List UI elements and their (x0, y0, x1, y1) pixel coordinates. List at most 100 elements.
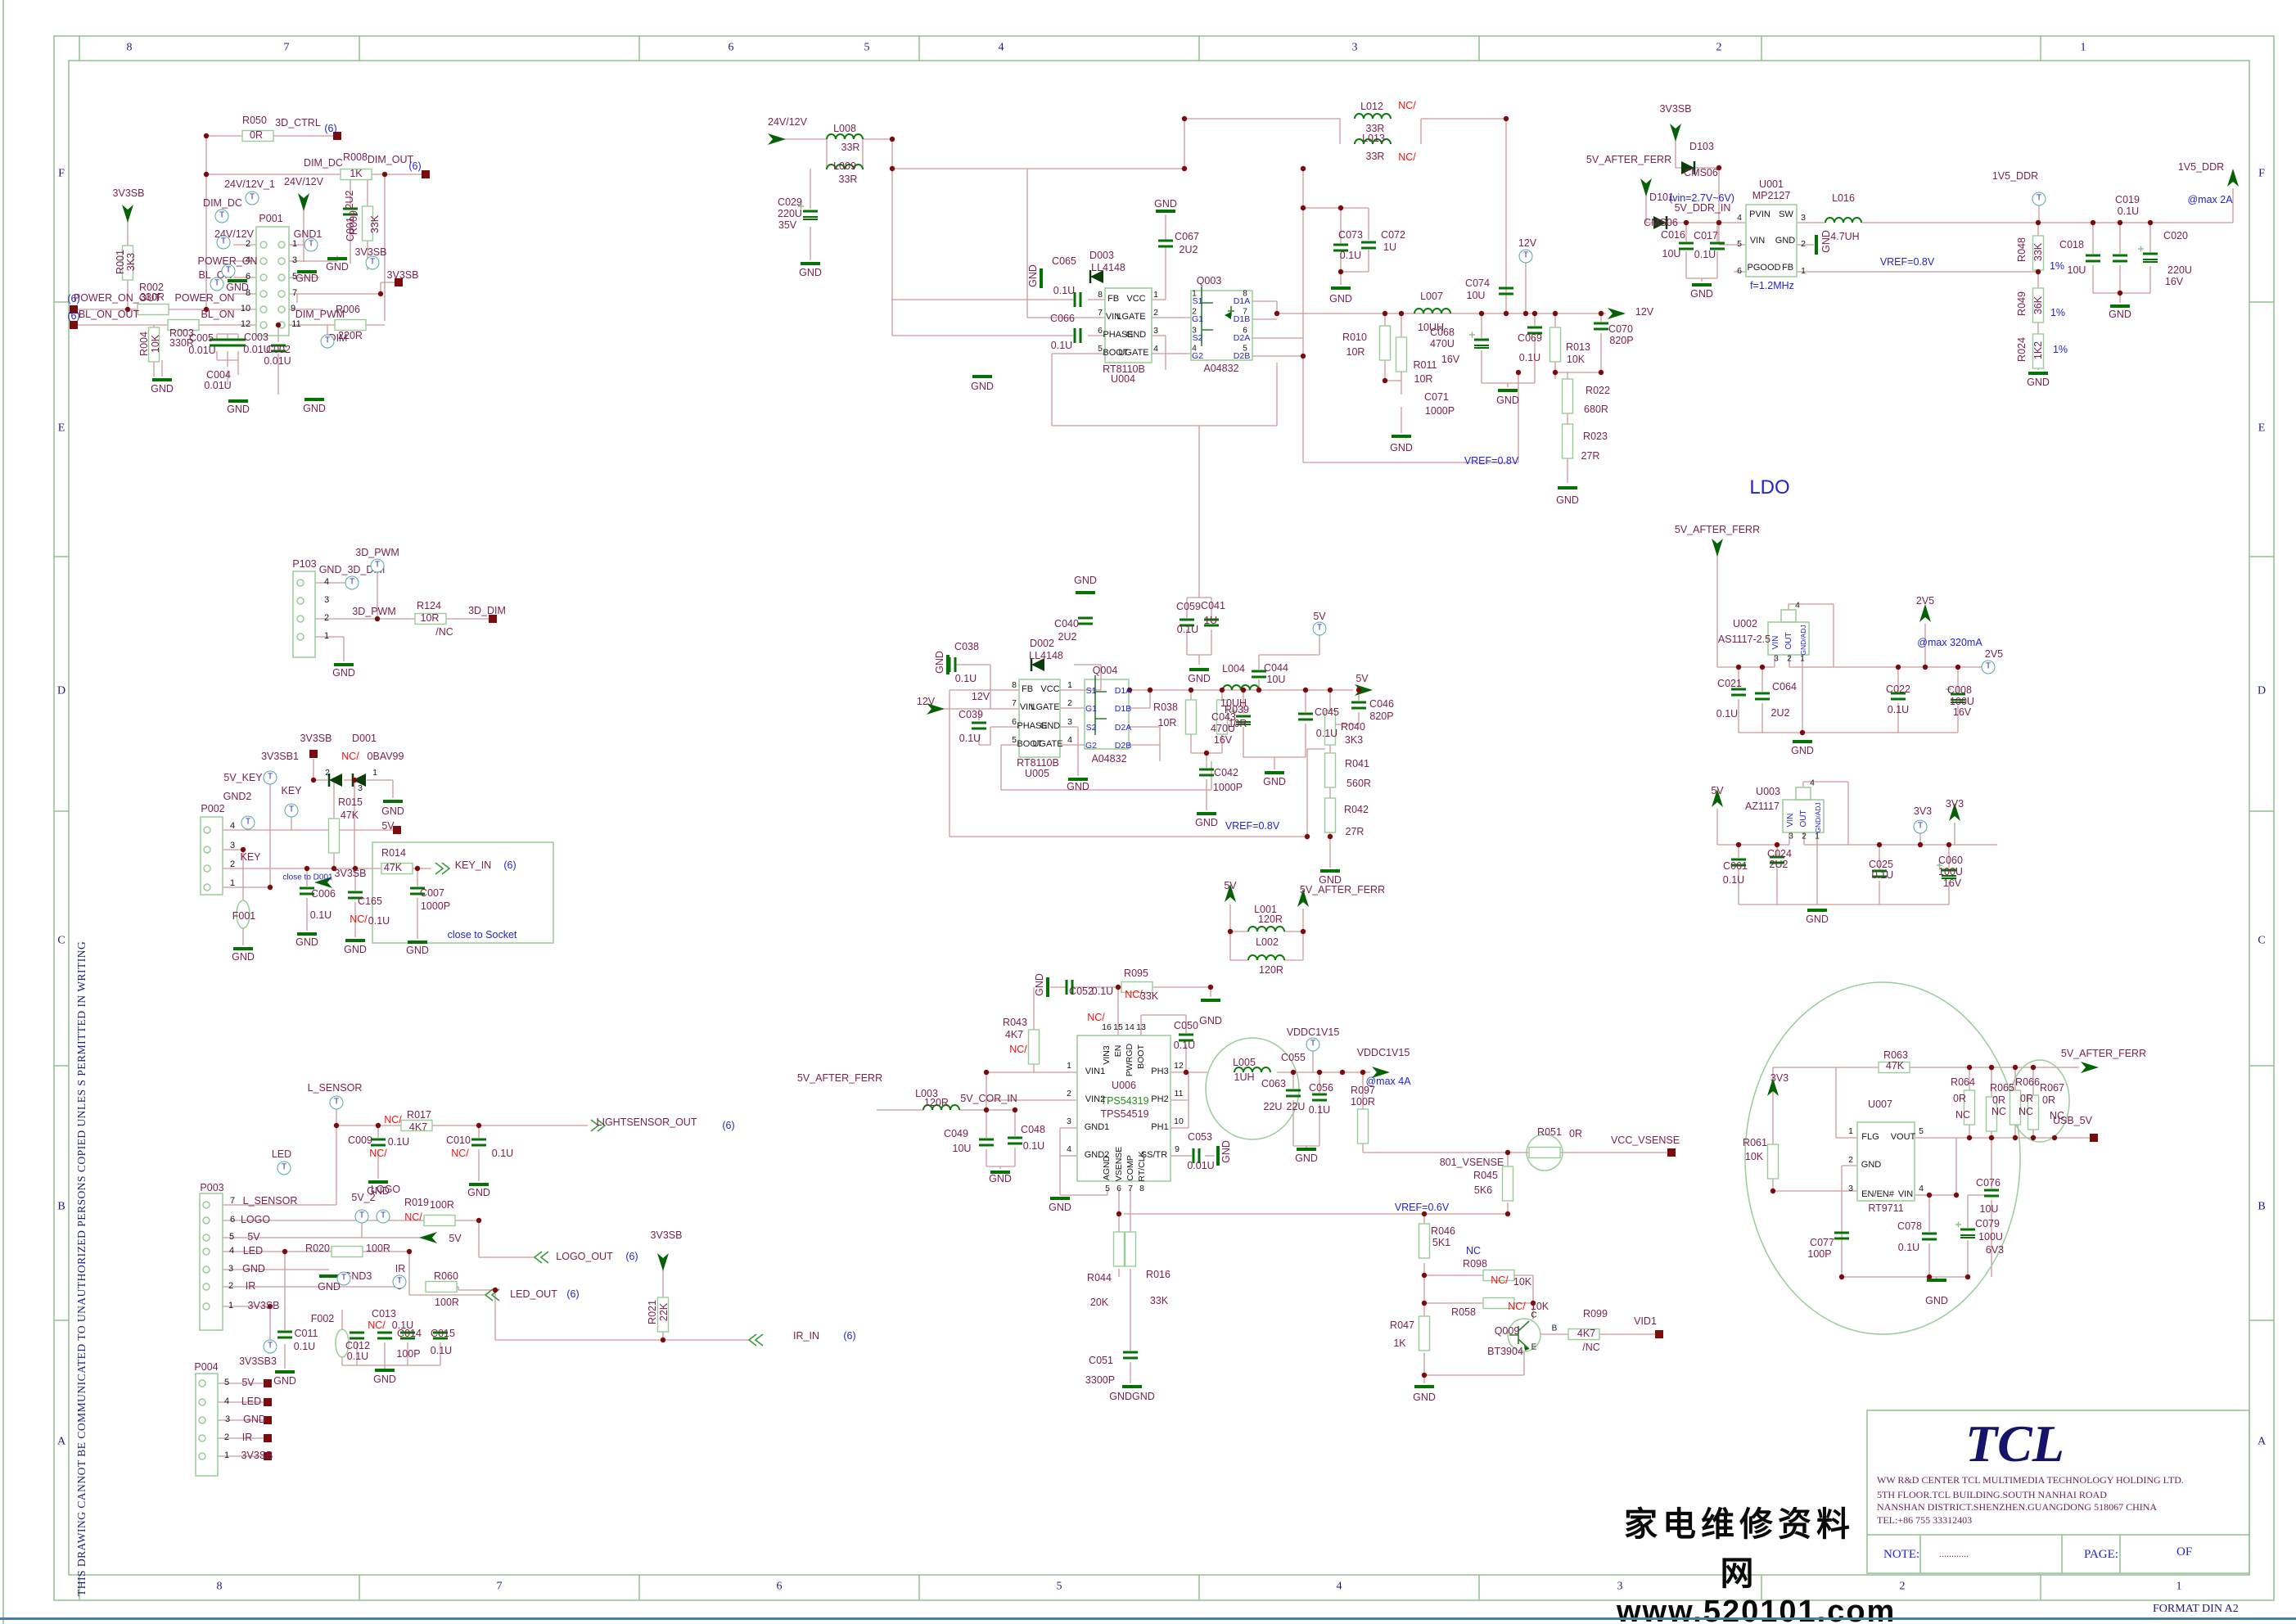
label: 1V5_DDR (2177, 161, 2225, 174)
label: C008 (1947, 684, 1972, 697)
label: (vin=2.7V~6V) (1669, 192, 1734, 205)
label: R061 (1743, 1137, 1767, 1149)
frame-label: 3 (1617, 1580, 1623, 1593)
label: R004 (138, 332, 150, 356)
label: LED (271, 1148, 292, 1161)
label: 3V3SB (354, 246, 387, 259)
label: 3V3SB (1659, 103, 1692, 115)
label: 4 (1153, 344, 1158, 354)
label: BT3904 (1487, 1346, 1523, 1358)
label: IR_IN (793, 1330, 819, 1342)
label: 2 (325, 768, 330, 778)
label: GND (226, 282, 249, 294)
label: 1 (1800, 654, 1805, 664)
label: FB (1021, 683, 1034, 694)
label: PH1 (1151, 1121, 1169, 1132)
label: NC/ (368, 1320, 386, 1332)
label: 22U (1286, 1101, 1306, 1113)
label: 1 (223, 1450, 230, 1460)
label: LED (241, 1396, 262, 1408)
label: 100U (1938, 866, 1963, 878)
label: C055 (1281, 1052, 1306, 1064)
label: GND (151, 383, 174, 395)
label: L007 (1420, 291, 1443, 303)
label: 0.1U (309, 909, 332, 922)
label: P001 (259, 213, 283, 225)
label: R046 (1431, 1225, 1455, 1238)
label: 8 (1012, 680, 1017, 691)
label: NC/ (350, 914, 368, 926)
label: L008 (833, 123, 856, 135)
label: 0.01U (204, 380, 232, 392)
label: C053 (1188, 1131, 1212, 1144)
label: R010 (1342, 332, 1367, 344)
label: LL4148 (1091, 262, 1125, 274)
frame-label: C (57, 934, 65, 947)
label: R011 (1413, 359, 1437, 372)
label: 0.1U (1308, 1104, 1331, 1116)
label: 1K2 (2032, 341, 2044, 360)
net-probe-icon: T (376, 1209, 390, 1224)
label: 15 (1113, 1022, 1123, 1033)
label: C038 (954, 641, 979, 653)
label: 33R (1365, 151, 1385, 163)
net-probe-icon: T (245, 191, 259, 205)
label: 47K (340, 810, 359, 822)
label: 5V (1313, 611, 1326, 623)
label: C051 (1089, 1355, 1113, 1367)
label: NC (2049, 1110, 2065, 1122)
label: 10U (2067, 264, 2086, 277)
label: Q003 (1196, 275, 1222, 287)
label: R019 (404, 1197, 429, 1209)
label: OUT (1799, 810, 1808, 828)
label: 5 (1919, 1126, 1924, 1137)
label: 4K7 (1577, 1328, 1596, 1340)
label: 8 (1243, 289, 1247, 299)
ground-bars (152, 210, 2130, 1388)
label: R060 (434, 1270, 458, 1283)
label: R064 (1951, 1076, 1975, 1089)
label: D1B (1233, 314, 1251, 325)
label: 5V (1355, 673, 1369, 685)
label: 5V_AFTER_FERR (2060, 1048, 2147, 1060)
label: D003 (1089, 250, 1114, 262)
label: 9 (290, 303, 296, 314)
label: @max 320mA (1917, 637, 1982, 649)
label: 4 (223, 1396, 230, 1406)
label: D103 (1689, 141, 1714, 153)
label: U005 (1025, 768, 1049, 780)
label: 560R (1346, 778, 1371, 790)
label: C (1531, 1310, 1537, 1320)
label: 5 (1012, 735, 1017, 746)
frame-label: 1 (2080, 41, 2086, 54)
label: GND (1496, 395, 1519, 407)
label: (6) (324, 123, 337, 135)
label: R013 (1566, 341, 1590, 354)
label: C017 (1694, 230, 1718, 242)
label: NC/ (384, 1114, 402, 1126)
label: 16V (2164, 276, 2184, 288)
label: Q004 (1092, 665, 1118, 677)
frame-label: A (2257, 1435, 2267, 1448)
label: 1 (1192, 289, 1197, 299)
label: R067 (2040, 1082, 2064, 1094)
label: 4 (245, 255, 251, 265)
label: 10U (1266, 674, 1286, 686)
label: R058 (1451, 1306, 1476, 1319)
label: 3 (1801, 213, 1806, 223)
frame-label: 2 (1716, 41, 1722, 54)
label: 3 (1848, 1184, 1853, 1194)
label: GND (1040, 720, 1061, 731)
label: 8 (245, 287, 251, 298)
label: C003 (244, 332, 268, 344)
label: 3V3SB (334, 868, 367, 880)
label: 0.1U (368, 915, 390, 927)
label: BL_ON (201, 309, 235, 321)
label: FB (1781, 262, 1794, 273)
label: 680R (1584, 404, 1608, 416)
label: C061 (1723, 860, 1748, 873)
label: 13 (1136, 1022, 1146, 1033)
net-probe-icon: T (263, 770, 277, 785)
label: 2 (1787, 654, 1792, 664)
label: 0.1U (2117, 205, 2140, 218)
